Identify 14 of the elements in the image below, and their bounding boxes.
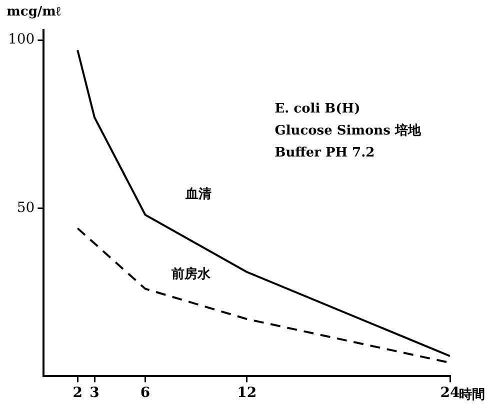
x-tick-label: 2 — [72, 385, 82, 402]
y-axis-title: mcg/mℓ — [6, 4, 61, 20]
x-tick-label: 3 — [90, 385, 100, 402]
y-tick-label: 50 — [16, 200, 35, 216]
x-axis-title: 時間 — [459, 388, 485, 403]
x-tick-label: 12 — [237, 385, 257, 402]
text: 血清 — [184, 187, 212, 202]
annotation: E. coli B(H) — [274, 101, 360, 116]
annotation: Buffer PH 7.2 — [274, 145, 375, 160]
series-label: 前房水 — [170, 266, 212, 282]
y-tick-label: 100 — [8, 32, 35, 48]
x-tick-label: 6 — [140, 385, 150, 402]
x-tick-label: 24 — [440, 385, 460, 402]
annotation: Glucose Simons 培地 — [274, 122, 422, 138]
